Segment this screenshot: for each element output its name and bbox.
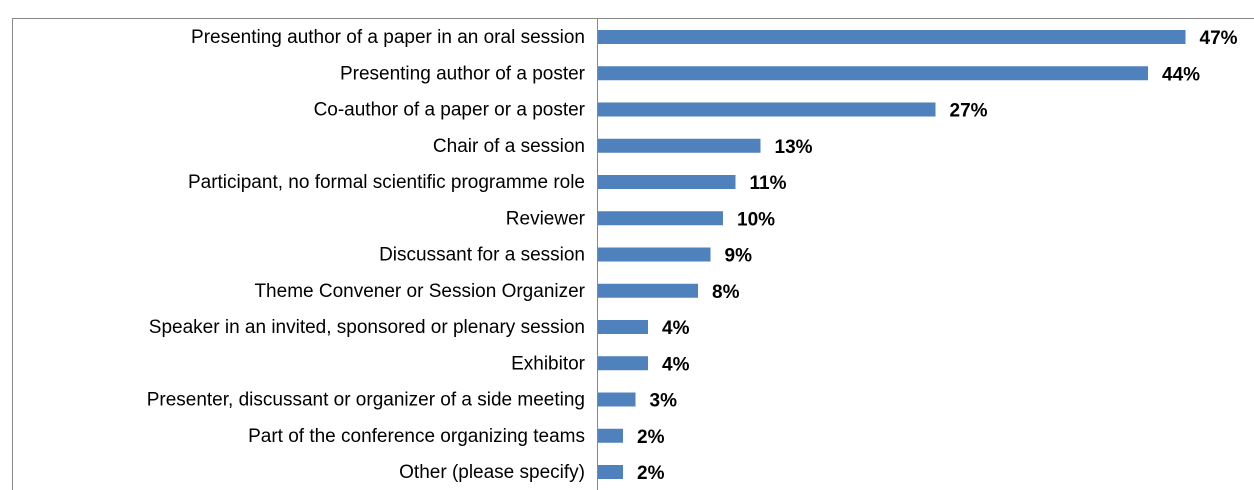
value-label: 9% bbox=[725, 246, 753, 267]
category-label: Participant, no formal scientific progra… bbox=[188, 172, 585, 193]
value-label: 3% bbox=[650, 391, 678, 412]
value-label: 10% bbox=[737, 209, 775, 230]
bar bbox=[598, 30, 1186, 44]
category-label: Presenting author of a poster bbox=[340, 63, 586, 84]
bar bbox=[598, 247, 711, 262]
category-label: Reviewer bbox=[506, 208, 586, 229]
bar bbox=[598, 138, 761, 153]
category-label: Co-author of a paper or a poster bbox=[314, 100, 586, 121]
value-label: 8% bbox=[712, 282, 740, 303]
value-label: 4% bbox=[662, 318, 690, 339]
bar bbox=[598, 320, 648, 334]
value-label: 13% bbox=[775, 137, 813, 158]
category-label: Part of the conference organizing teams bbox=[248, 426, 585, 447]
value-label: 44% bbox=[1162, 64, 1200, 85]
bar bbox=[598, 428, 623, 443]
bar bbox=[598, 283, 698, 298]
category-label: Exhibitor bbox=[511, 353, 586, 374]
value-label: 2% bbox=[637, 427, 665, 448]
value-label: 11% bbox=[750, 173, 787, 194]
bar bbox=[598, 211, 723, 226]
value-label: 47% bbox=[1200, 28, 1238, 49]
category-label: Presenting author of a paper in an oral … bbox=[191, 27, 585, 48]
category-label: Other (please specify) bbox=[399, 462, 585, 483]
value-label: 4% bbox=[662, 354, 690, 375]
bar bbox=[598, 66, 1148, 81]
category-label: Speaker in an invited, sponsored or plen… bbox=[149, 317, 585, 338]
category-label: Presenter, discussant or organizer of a … bbox=[147, 390, 585, 411]
bar bbox=[598, 392, 636, 407]
category-label: Theme Convener or Session Organizer bbox=[254, 281, 585, 302]
bar bbox=[598, 102, 936, 117]
value-label: 27% bbox=[950, 101, 988, 122]
bar bbox=[598, 175, 736, 189]
category-label: Chair of a session bbox=[433, 136, 585, 157]
bar bbox=[598, 356, 648, 371]
chart-border bbox=[12, 18, 1254, 490]
category-label: Discussant for a session bbox=[379, 245, 585, 266]
value-label: 2% bbox=[637, 463, 665, 484]
bar bbox=[598, 465, 623, 479]
